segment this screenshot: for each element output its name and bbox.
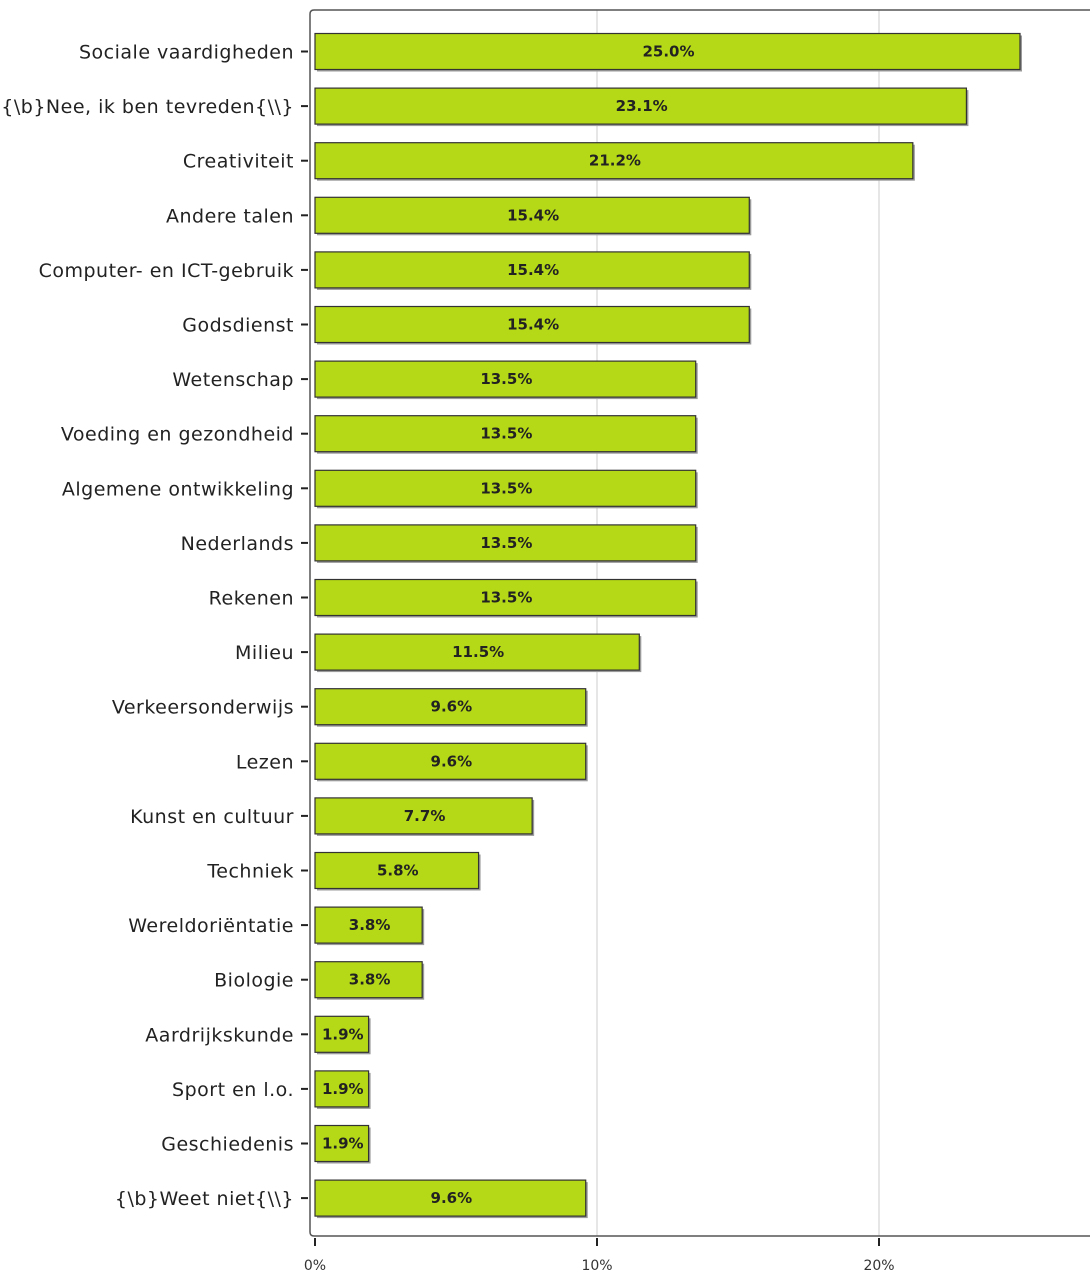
bars [314, 32, 1022, 1219]
bar [314, 578, 697, 617]
category-label: Computer- en ICT-gebruik [39, 260, 294, 282]
bar [314, 1015, 370, 1053]
data-label: 23.1% [616, 97, 668, 115]
category-label: Wereldoriëntatie [128, 915, 294, 937]
data-label: 13.5% [480, 425, 532, 443]
category-label: {\b}Weet niet{\\} [115, 1188, 294, 1210]
data-label: 15.4% [507, 206, 559, 224]
category-label: Godsdienst [182, 315, 294, 337]
bar [314, 1179, 587, 1217]
x-tick-label: 20% [863, 1258, 894, 1274]
bar [314, 142, 914, 180]
bar [314, 415, 697, 453]
bar [314, 906, 423, 944]
category-label: Milieu [235, 642, 294, 664]
category-label: Sociale vaardigheden [79, 42, 294, 64]
data-label: 13.5% [480, 370, 532, 388]
bar [314, 742, 587, 780]
data-label: 13.5% [480, 589, 532, 607]
data-label: 9.6% [431, 1189, 473, 1207]
category-label: Rekenen [209, 588, 294, 610]
category-label: Techniek [206, 861, 294, 883]
bar [314, 87, 968, 125]
bar [314, 633, 640, 671]
bar [314, 851, 480, 890]
data-label: 9.6% [431, 752, 473, 770]
data-label: 13.5% [480, 534, 532, 552]
bar [314, 305, 750, 344]
data-label: 25.0% [642, 43, 694, 61]
bar [314, 196, 750, 234]
category-label: Kunst en cultuur [130, 806, 294, 828]
data-label: 21.2% [589, 152, 641, 170]
data-label: 11.5% [452, 643, 504, 661]
category-label: Lezen [236, 751, 294, 773]
x-tick-label: 10% [581, 1258, 612, 1274]
category-label: Aardrijkskunde [145, 1024, 294, 1046]
category-label: Creativiteit [183, 151, 294, 173]
data-label: 1.9% [322, 1135, 364, 1153]
axis-frame [309, 9, 1090, 1237]
x-tick-label: 0% [304, 1258, 326, 1274]
value-labels: 25.0% 23.1% 21.2% 15.4% 15.4% 15.4% 13.5% 13.5%… [322, 43, 695, 1208]
bar [314, 797, 533, 835]
category-label: Voeding en gezondheid [61, 424, 294, 446]
data-label: 1.9% [322, 1080, 364, 1098]
category-label: Geschiedenis [161, 1134, 294, 1156]
bar [314, 961, 423, 999]
bar [314, 1070, 370, 1108]
category-label: {\b}Nee, ik ben tevreden{\\} [1, 96, 294, 118]
category-label: Verkeersonderwijs [112, 697, 294, 719]
bar [314, 688, 587, 726]
bar [314, 251, 750, 289]
data-label: 1.9% [322, 1025, 364, 1043]
bar [314, 360, 697, 398]
plot-frame [309, 9, 1090, 1237]
data-label: 5.8% [377, 862, 419, 880]
data-label: 3.8% [349, 971, 391, 989]
data-label: 13.5% [480, 479, 532, 497]
data-label: 3.8% [349, 916, 391, 934]
bar [314, 469, 697, 507]
category-label: Algemene ontwikkeling [62, 478, 294, 500]
y-tick-marks [301, 50, 308, 1200]
category-labels: Sociale vaardigheden {\b}Nee, ik ben tevr… [1, 42, 294, 1211]
gridlines [596, 10, 880, 1236]
data-label: 15.4% [507, 261, 559, 279]
category-label: Andere talen [166, 205, 294, 227]
bar [314, 1124, 370, 1163]
bar [314, 32, 1021, 71]
data-label: 7.7% [404, 807, 446, 825]
bar [314, 524, 697, 562]
data-label: 15.4% [507, 316, 559, 334]
data-label: 9.6% [431, 698, 473, 716]
category-label: Nederlands [181, 533, 294, 555]
category-label: Sport en l.o. [172, 1079, 294, 1101]
category-label: Wetenschap [172, 369, 294, 391]
category-label: Biologie [214, 970, 294, 992]
x-axis-ticks: 0% 10% 20% [304, 1238, 895, 1274]
